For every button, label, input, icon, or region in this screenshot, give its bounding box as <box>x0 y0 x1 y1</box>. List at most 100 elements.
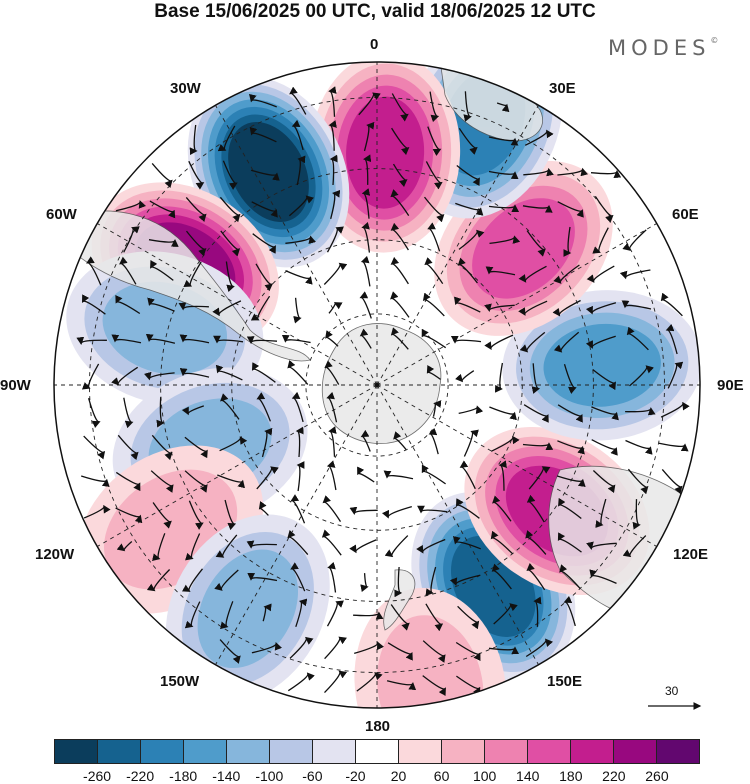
wind-arrow <box>349 506 378 515</box>
wind-arrow <box>493 603 518 625</box>
wind-arrow <box>148 239 179 247</box>
anomaly-contour <box>472 198 575 299</box>
wind-arrow <box>115 200 147 212</box>
wind-arrow <box>660 292 683 317</box>
wind-arrow <box>522 442 554 451</box>
wind-arrow <box>325 330 339 347</box>
wind-arrow <box>188 160 205 190</box>
colorbar-bin <box>399 740 442 763</box>
wind-arrow <box>213 335 244 344</box>
wind-arrow <box>247 572 278 582</box>
wind-arrow <box>220 230 241 257</box>
wind-arrow <box>559 564 581 589</box>
wind-arrow <box>360 255 371 287</box>
wind-arrow <box>425 603 444 632</box>
wind-arrow <box>219 196 241 223</box>
colorbar-tick-label: -100 <box>255 768 284 784</box>
wind-arrow <box>622 229 647 251</box>
wind-arrow <box>357 466 375 483</box>
colorbar-bin <box>227 740 270 763</box>
colorbar-bin <box>614 740 657 763</box>
wind-arrow <box>220 393 240 420</box>
wind-arrow <box>143 371 175 381</box>
wind-arrow <box>553 331 580 353</box>
wind-arrow <box>222 160 238 190</box>
wind-arrow <box>349 539 377 554</box>
wind-arrow <box>423 196 445 223</box>
south-pole <box>374 382 380 388</box>
wind-arrow <box>328 120 337 151</box>
wind-arrow <box>595 498 607 528</box>
wind-arrow <box>251 641 283 654</box>
wind-arrow <box>360 429 371 452</box>
wind-arrow <box>87 398 101 428</box>
lon-label-120w: 120W <box>35 546 75 563</box>
wind-arrow <box>179 368 210 378</box>
wind-arrow <box>295 426 304 458</box>
wind-arrow <box>463 429 479 457</box>
wind-arrow <box>488 646 520 655</box>
wind-arrow <box>391 127 410 156</box>
wind-arrow <box>450 335 482 344</box>
wind-arrow <box>626 326 649 351</box>
wind-arrow <box>119 256 137 285</box>
wind-arrow <box>528 466 551 490</box>
new-zealand <box>383 569 416 631</box>
wind-arrow <box>151 434 173 461</box>
wind-arrow <box>488 204 520 213</box>
wind-arrow <box>249 126 277 143</box>
wind-arrow <box>181 568 204 592</box>
meridian <box>215 105 378 386</box>
colorbar-tick-label: 220 <box>602 768 626 784</box>
wind-arrow <box>246 540 277 549</box>
wind-arrow <box>519 331 546 353</box>
wind-arrow <box>632 499 641 530</box>
wind-arrow <box>586 541 617 550</box>
wind-arrow <box>183 261 202 287</box>
colorbar-tick-label: -180 <box>169 768 198 784</box>
wind-arrow <box>523 404 549 423</box>
wind-arrow <box>533 596 542 627</box>
wind-arrow <box>329 154 338 186</box>
wind-arrow <box>458 127 478 155</box>
wind-arrow <box>81 363 100 390</box>
wind-arrow <box>386 680 417 691</box>
wind-arrow <box>592 470 616 494</box>
wind-arrow <box>324 636 347 660</box>
wind-arrow <box>591 439 618 456</box>
wind-arrow <box>432 400 442 417</box>
wind-arrow <box>262 603 272 622</box>
wind-arrow <box>557 201 584 218</box>
wind-arrow <box>322 495 342 522</box>
wind-arrow <box>258 501 269 516</box>
colorbar-tick-label: -60 <box>302 768 323 784</box>
colorbar-bin <box>141 740 184 763</box>
wind-arrow <box>557 532 582 553</box>
wind-arrow <box>563 364 577 394</box>
wind-arrow <box>224 499 237 531</box>
wind-arrow <box>429 91 440 123</box>
wind-arrow <box>390 256 409 285</box>
wind-arrow <box>489 406 517 421</box>
wind-arrow <box>146 569 171 592</box>
wind-arrow <box>281 334 311 344</box>
meridian <box>376 223 657 386</box>
wind-arrow <box>328 426 337 457</box>
colorbar-bin <box>485 740 528 763</box>
wind-arrow <box>665 323 678 355</box>
colorbar-bin <box>184 740 227 763</box>
wind-arrow <box>321 529 342 556</box>
wind-arrow <box>458 229 485 250</box>
colorbar <box>54 739 700 764</box>
wind-arrow <box>185 230 207 257</box>
lon-label-90w: 90W <box>0 377 31 394</box>
wind-arrow <box>323 262 348 285</box>
wind-arrow <box>455 498 480 519</box>
wind-arrow <box>295 598 308 628</box>
wind-arrow <box>390 327 409 350</box>
wind-arrow <box>256 466 279 490</box>
wind-arrow <box>181 405 205 416</box>
wind-arrow <box>563 595 576 627</box>
wind-arrow <box>251 362 276 383</box>
wind-arrow <box>629 365 654 387</box>
